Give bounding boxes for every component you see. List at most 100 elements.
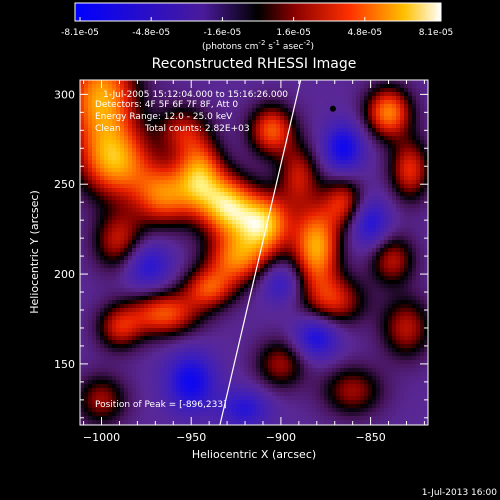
heatmap-cell	[256, 208, 261, 213]
heatmap-cell	[396, 200, 401, 205]
heatmap-cell	[388, 192, 393, 197]
heatmap-cell	[244, 288, 249, 293]
heatmap-cell	[128, 292, 133, 297]
heatmap-cell	[216, 260, 221, 265]
heatmap-cell	[96, 208, 101, 213]
heatmap-cell	[336, 216, 341, 221]
heatmap-cell	[256, 104, 261, 109]
heatmap-cell	[204, 136, 209, 141]
heatmap-cell	[264, 100, 269, 105]
heatmap-cell	[380, 204, 385, 209]
heatmap-cell	[232, 304, 237, 309]
heatmap-cell	[412, 124, 417, 129]
heatmap-cell	[408, 120, 413, 125]
heatmap-cell	[192, 300, 197, 305]
heatmap-cell	[124, 88, 129, 93]
heatmap-cell	[356, 104, 361, 109]
heatmap-cell	[304, 152, 309, 157]
heatmap-cell	[196, 80, 201, 85]
heatmap-cell	[404, 144, 409, 149]
heatmap-cell	[392, 192, 397, 197]
heatmap-cell	[172, 212, 177, 217]
heatmap-cell	[152, 236, 157, 241]
heatmap-cell	[148, 304, 153, 309]
heatmap-cell	[328, 176, 333, 181]
heatmap-cell	[296, 220, 301, 225]
heatmap-cell	[220, 216, 225, 221]
heatmap-cell	[416, 292, 421, 297]
heatmap-cell	[412, 108, 417, 113]
heatmap-cell	[88, 308, 93, 313]
heatmap-cell	[316, 148, 321, 153]
heatmap-cell	[348, 272, 353, 277]
heatmap-cell	[136, 112, 141, 117]
heatmap-cell	[344, 132, 349, 137]
heatmap-cell	[200, 240, 205, 245]
heatmap-cell	[236, 264, 241, 269]
heatmap-cell	[388, 156, 393, 161]
heatmap-cell	[260, 224, 265, 229]
heatmap-cell	[216, 140, 221, 145]
heatmap-cell	[252, 180, 257, 185]
heatmap-cell	[88, 216, 93, 221]
heatmap-cell	[180, 268, 185, 273]
heatmap-cell	[264, 252, 269, 257]
heatmap-cell	[200, 288, 205, 293]
heatmap-cell	[400, 164, 405, 169]
heatmap-cell	[400, 80, 405, 85]
heatmap-cell	[368, 200, 373, 205]
heatmap-cell	[368, 184, 373, 189]
heatmap-cell	[312, 244, 317, 249]
heatmap-cell	[144, 248, 149, 253]
heatmap-cell	[312, 116, 317, 121]
heatmap-cell	[292, 160, 297, 165]
heatmap-cell	[360, 164, 365, 169]
heatmap-cell	[220, 256, 225, 261]
heatmap-cell	[364, 96, 369, 101]
heatmap-cell	[288, 252, 293, 257]
heatmap-cell	[412, 276, 417, 281]
heatmap-cell	[420, 132, 425, 137]
heatmap-cell	[380, 160, 385, 165]
heatmap-cell	[256, 296, 261, 301]
heatmap-cell	[388, 140, 393, 145]
heatmap-cell	[176, 300, 181, 305]
heatmap-cell	[124, 244, 129, 249]
heatmap-cell	[124, 200, 129, 205]
heatmap-cell	[148, 144, 153, 149]
heatmap-cell	[384, 232, 389, 237]
heatmap-cell	[340, 272, 345, 277]
heatmap-cell	[280, 292, 285, 297]
heatmap-cell	[356, 88, 361, 93]
heatmap-cell	[180, 256, 185, 261]
heatmap-cell	[248, 112, 253, 117]
heatmap-cell	[144, 80, 149, 85]
heatmap-cell	[348, 208, 353, 213]
heatmap-cell	[284, 268, 289, 273]
heatmap-cell	[124, 240, 129, 245]
heatmap-cell	[216, 116, 221, 121]
heatmap-cell	[312, 248, 317, 253]
heatmap-cell	[396, 244, 401, 249]
heatmap-cell	[392, 88, 397, 93]
heatmap-cell	[144, 296, 149, 301]
heatmap-cell	[344, 288, 349, 293]
heatmap-cell	[284, 136, 289, 141]
heatmap-cell	[368, 212, 373, 217]
heatmap-cell	[376, 124, 381, 129]
heatmap-cell	[360, 248, 365, 253]
heatmap-cell	[192, 220, 197, 225]
heatmap-cell	[324, 108, 329, 113]
heatmap-cell	[336, 104, 341, 109]
heatmap-cell	[316, 180, 321, 185]
heatmap-cell	[304, 276, 309, 281]
heatmap-cell	[208, 204, 213, 209]
heatmap-cell	[364, 192, 369, 197]
heatmap-cell	[88, 160, 93, 165]
heatmap-cell	[384, 120, 389, 125]
heatmap-cell	[360, 124, 365, 129]
heatmap-cell	[344, 144, 349, 149]
heatmap-cell	[104, 172, 109, 177]
heatmap-cell	[376, 84, 381, 89]
heatmap-cell	[304, 168, 309, 173]
